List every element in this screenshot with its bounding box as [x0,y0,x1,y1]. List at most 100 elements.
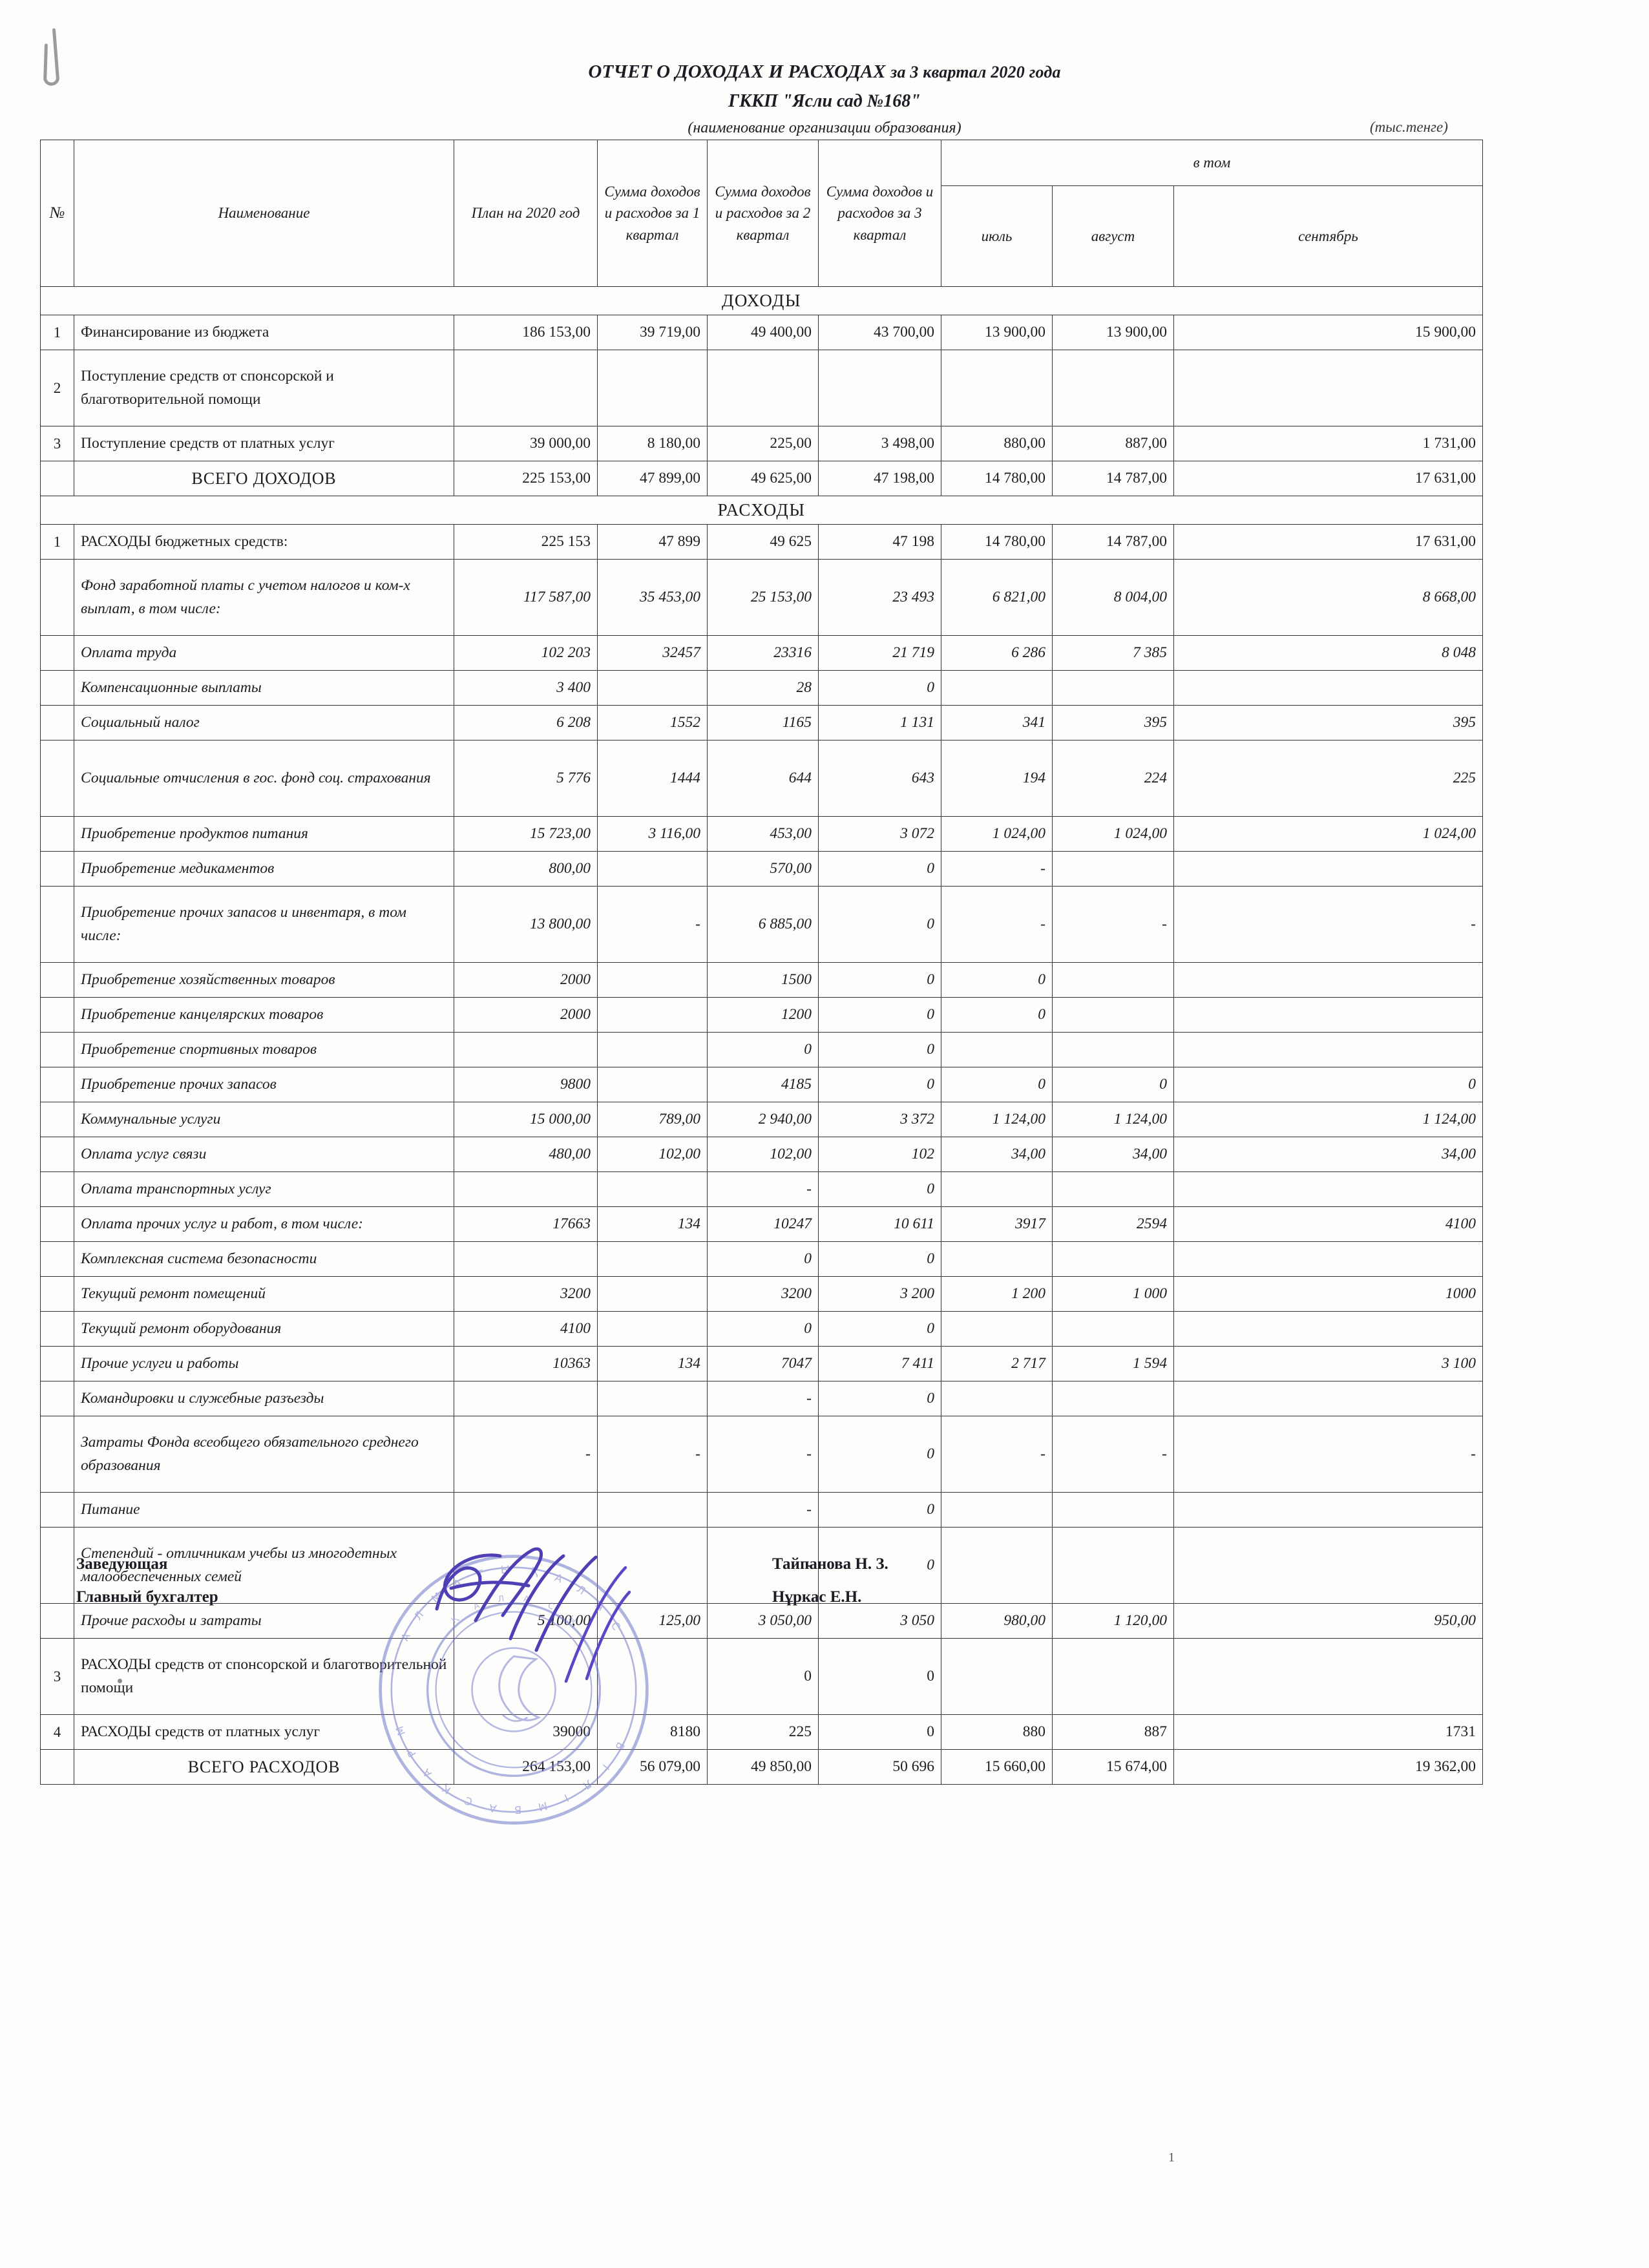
cell-september: 1731 [1173,1714,1483,1750]
cell-q3: 0 [818,997,941,1033]
cell-q2: 10247 [707,1206,819,1242]
table-row: Коммунальные услуги 15 000,00 789,00 2 940,… [40,1102,1483,1137]
cell-august [1052,1527,1174,1604]
cell-q3: 3 372 [818,1102,941,1137]
cell-q2: 0 [707,1032,819,1067]
row-number: 2 [40,350,74,426]
row-label: Приобретение прочих запасов и инвентаря,… [74,886,454,963]
cell-august: 14 787,00 [1052,524,1174,560]
cell-august: 34,00 [1052,1137,1174,1172]
cell-july: 0 [941,962,1053,998]
table-row: Компенсационные выплаты 3 400 28 0 [40,670,1483,706]
row-number [40,1603,74,1639]
cell-q1 [597,1638,708,1715]
row-number [40,1276,74,1312]
cell-q1: 56 079,00 [597,1749,708,1785]
cell-plan: 264 153,00 [454,1749,598,1785]
table-row: Социальные отчисления в гос. фонд соц. с… [40,740,1483,817]
cell-july: 14 780,00 [941,524,1053,560]
table-row: Оплата труда 102 203 32457 23316 21 719 6 286… [40,635,1483,671]
row-number [40,1492,74,1528]
cell-july: 6 821,00 [941,559,1053,636]
income-total-row: ВСЕГО ДОХОДОВ 225 153,00 47 899,00 49 625,0… [40,461,1483,496]
cell-september [1173,1311,1483,1347]
cell-august: 887,00 [1052,426,1174,461]
cell-september: 34,00 [1173,1137,1483,1172]
cell-september: 19 362,00 [1173,1749,1483,1785]
cell-q1: 39 719,00 [597,315,708,350]
cell-september: 395 [1173,705,1483,740]
cell-q2: - [707,1416,819,1493]
cell-plan: 4100 [454,1311,598,1347]
cell-q2: 3200 [707,1276,819,1312]
header-group-row: № Наименование План на 2020 год Сумма до… [40,140,1483,287]
cell-q1 [597,962,708,998]
row-label: Текущий ремонт оборудования [74,1311,454,1347]
cell-august [1052,1381,1174,1416]
row-number [40,1137,74,1172]
cell-q2: 453,00 [707,816,819,852]
cell-q3: 0 [818,1311,941,1347]
cell-q2: - [707,1527,819,1604]
cell-plan: 225 153 [454,524,598,560]
cell-august [1052,1492,1174,1528]
cell-q3: 3 200 [818,1276,941,1312]
cell-september: 8 048 [1173,635,1483,671]
row-number [40,1102,74,1137]
cell-q3: 102 [818,1137,941,1172]
cell-july [941,670,1053,706]
cell-july: 34,00 [941,1137,1053,1172]
cell-plan: 3200 [454,1276,598,1312]
cell-july [941,1527,1053,1604]
table-row: Оплата услуг связи 480,00 102,00 102,00 102 3… [40,1137,1483,1172]
cell-q2: 0 [707,1311,819,1347]
cell-plan: 15 723,00 [454,816,598,852]
cell-plan: 9800 [454,1067,598,1102]
row-number [40,1032,74,1067]
row-number: 3 [40,426,74,461]
header-num: № [40,140,74,287]
header-plan: План на 2020 год [454,140,598,287]
row-label: Прочие услуги и работы [74,1346,454,1381]
cell-plan: 10363 [454,1346,598,1381]
cell-q3: 0 [818,962,941,998]
cell-q2: 102,00 [707,1137,819,1172]
cell-q3: 0 [818,1416,941,1493]
cell-july [941,1311,1053,1347]
cell-september: 4100 [1173,1206,1483,1242]
cell-q2: 7047 [707,1346,819,1381]
row-number [40,670,74,706]
cell-q2: - [707,1492,819,1528]
cell-august: 14 787,00 [1052,461,1174,496]
cell-august: 7 385 [1052,635,1174,671]
cell-september: 1 124,00 [1173,1102,1483,1137]
row-label: Приобретение прочих запасов [74,1067,454,1102]
svg-text:Б: Б [514,1803,522,1816]
section-title: РАСХОДЫ [40,496,1483,525]
header-quarter-2: Сумма доходов и расходов за 2 квартал [707,140,819,287]
table-row: 4 РАСХОДЫ средств от платных услуг 39000 81… [40,1714,1483,1750]
cell-september: 3 100 [1173,1346,1483,1381]
cell-q3: 0 [818,1241,941,1277]
cell-q3 [818,350,941,426]
cell-q1 [597,1171,708,1207]
cell-august: 0 [1052,1067,1174,1102]
cell-q2 [707,350,819,426]
cell-q1 [597,1032,708,1067]
report-table-wrapper: № Наименование План на 2020 год Сумма до… [40,140,1483,1785]
cell-plan: 102 203 [454,635,598,671]
cell-july: 0 [941,1067,1053,1102]
row-label: Приобретение хозяйственных товаров [74,962,454,998]
row-label: Питание [74,1492,454,1528]
cell-september: 0 [1173,1067,1483,1102]
cell-plan [454,1381,598,1416]
table-row: Оплата транспортных услуг -0 [40,1171,1483,1207]
expense-total-row: ВСЕГО РАСХОДОВ 264 153,00 56 079,00 49 850,… [40,1749,1483,1785]
cell-q2: 49 400,00 [707,315,819,350]
paperclip-artifact [43,28,59,86]
table-row: 3 РАСХОДЫ средств от спонсорской и благот… [40,1638,1483,1715]
cell-plan [454,1527,598,1604]
cell-august [1052,670,1174,706]
cell-q1 [597,670,708,706]
cell-q2: 49 625 [707,524,819,560]
